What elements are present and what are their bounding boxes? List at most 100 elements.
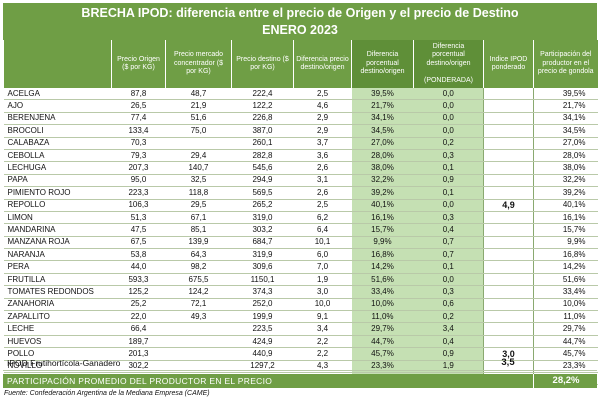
price-gap-table: Precio Origen ($ por KG) Precio mercado …	[3, 40, 598, 386]
destination-price: 199,9	[231, 310, 294, 324]
ipod-index	[483, 124, 534, 138]
table-body: ACELGA 87,8 48,7 222,4 2,5 39,5% 0,0 39,5% AJO 26…	[3, 88, 598, 386]
weighted-difference: 3,4	[413, 322, 484, 336]
producer-share: 23,3%	[533, 360, 598, 374]
table-row: AJO 26,5 21,9 122,2 4,6 21,7% 0,0 21,7%	[3, 99, 598, 113]
weighted-difference: 0,2	[413, 310, 484, 324]
source-note: Fuente: Confederación Argentina de la Me…	[4, 390, 210, 397]
market-price: 32,5	[165, 174, 232, 188]
product-name: AJO	[3, 99, 112, 113]
header-weighted-difference: Diferencia porcentual destino/origen (PON…	[413, 40, 484, 88]
origin-price: 95,0	[111, 174, 166, 188]
table-row: ACELGA 87,8 48,7 222,4 2,5 39,5% 0,0 39,5%	[3, 88, 598, 101]
header-weighted-difference-text: Diferencia porcentual destino/origen	[426, 42, 471, 67]
weighted-difference: 0,4	[413, 335, 484, 349]
origin-price: 125,2	[111, 285, 166, 299]
origin-price: 47,5	[111, 223, 166, 237]
producer-share: 40,1%	[533, 199, 598, 212]
table-row: NOVILLO 302,2 1297,2 4,3 23,3% 1,9 23,3%	[3, 360, 598, 374]
table-row: LECHE 66,4 223,5 3,4 29,7% 3,4 29,7%	[3, 322, 598, 336]
destination-price: 319,9	[231, 248, 294, 262]
origin-price: 22,0	[111, 310, 166, 324]
product-name: REPOLLO	[3, 199, 112, 212]
destination-price: 1297,2	[231, 360, 294, 374]
producer-share: 38,0%	[533, 161, 598, 175]
producer-share: 33,4%	[533, 285, 598, 299]
destination-price: 319,0	[231, 211, 294, 225]
price-difference: 2,2	[293, 347, 352, 361]
product-name: CEBOLLA	[3, 149, 112, 163]
price-difference: 2,2	[293, 335, 352, 349]
origin-price: 302,2	[111, 360, 166, 374]
destination-price: 1150,1	[231, 273, 294, 287]
percent-difference: 16,1%	[351, 211, 414, 225]
market-price: 675,5	[165, 273, 232, 287]
origin-price: 133,4	[111, 124, 166, 138]
ipod-index: 4,9	[483, 199, 534, 212]
price-difference: 4,3	[293, 360, 352, 374]
destination-price: 222,4	[231, 88, 294, 101]
percent-difference: 39,2%	[351, 186, 414, 200]
weighted-difference: 0,1	[413, 161, 484, 175]
product-name: ZAPALLITO	[3, 310, 112, 324]
origin-price: 79,3	[111, 149, 166, 163]
weighted-difference: 0,9	[413, 347, 484, 361]
price-difference: 2,5	[293, 88, 352, 101]
ipod-index	[483, 223, 534, 237]
producer-share: 34,1%	[533, 112, 598, 126]
ipod-index	[483, 260, 534, 274]
market-price: 140,7	[165, 161, 232, 175]
origin-price: 70,3	[111, 137, 166, 150]
table-row: BERENJENA 77,4 51,6 226,8 2,9 34,1% 0,0 34,1%	[3, 112, 598, 126]
table-row: MANZANA ROJA 67,5 139,9 684,7 10,1 9,9% 0,7 9,9…	[3, 236, 598, 250]
origin-price: 67,5	[111, 236, 166, 250]
product-name: LECHE	[3, 322, 112, 336]
ipod-index	[483, 248, 534, 262]
percent-difference: 40,1%	[351, 199, 414, 212]
producer-share: 44,7%	[533, 335, 598, 349]
table-row: POLLO 201,3 440,9 2,2 45,7% 0,9 3,0 45,7%	[3, 347, 598, 361]
percent-difference: 14,2%	[351, 260, 414, 274]
producer-share: 39,2%	[533, 186, 598, 200]
price-difference: 3,0	[293, 285, 352, 299]
price-difference: 2,5	[293, 199, 352, 212]
weighted-difference: 0,7	[413, 236, 484, 250]
origin-price: 593,3	[111, 273, 166, 287]
ipod-index: 3,0	[483, 347, 534, 361]
origin-price: 189,7	[111, 335, 166, 349]
product-name: BERENJENA	[3, 112, 112, 126]
market-price: 75,0	[165, 124, 232, 138]
product-name: ZANAHORIA	[3, 298, 112, 312]
market-price: 72,1	[165, 298, 232, 312]
product-name: PIMIENTO ROJO	[3, 186, 112, 200]
percent-difference: 15,7%	[351, 223, 414, 237]
table-row: PIMIENTO ROJO 223,3 118,8 569,5 2,6 39,2% 0,1 3…	[3, 186, 598, 200]
destination-price: 303,2	[231, 223, 294, 237]
product-name: BROCOLI	[3, 124, 112, 138]
product-name: MANZANA ROJA	[3, 236, 112, 250]
percent-difference: 39,5%	[351, 88, 414, 101]
market-price: 98,2	[165, 260, 232, 274]
ipod-index	[483, 335, 534, 349]
header-producer-share: Participación del productor en el precio…	[533, 40, 598, 88]
origin-price: 223,3	[111, 186, 166, 200]
header-destination-price: Precio destino ($ por KG)	[231, 40, 294, 88]
weighted-difference: 0,6	[413, 298, 484, 312]
producer-share: 10,0%	[533, 298, 598, 312]
ipod-summary-value: 3,5	[501, 357, 515, 368]
product-name: PERA	[3, 260, 112, 274]
market-price: 51,6	[165, 112, 232, 126]
producer-share: 51,6%	[533, 273, 598, 287]
percent-difference: 10,0%	[351, 298, 414, 312]
market-price	[165, 347, 232, 361]
market-price: 21,9	[165, 99, 232, 113]
table-row: PERA 44,0 98,2 309,6 7,0 14,2% 0,1 14,2%	[3, 260, 598, 274]
market-price	[165, 137, 232, 150]
table-row: TOMATES REDONDOS 125,2 124,2 374,3 3,0 33,4% 0…	[3, 285, 598, 299]
product-name: FRUTILLA	[3, 273, 112, 287]
producer-share: 29,7%	[533, 322, 598, 336]
price-difference: 9,1	[293, 310, 352, 324]
table-row: FRUTILLA 593,3 675,5 1150,1 1,9 51,6% 0,0 51,6%	[3, 273, 598, 287]
destination-price: 122,2	[231, 99, 294, 113]
price-difference: 2,6	[293, 161, 352, 175]
